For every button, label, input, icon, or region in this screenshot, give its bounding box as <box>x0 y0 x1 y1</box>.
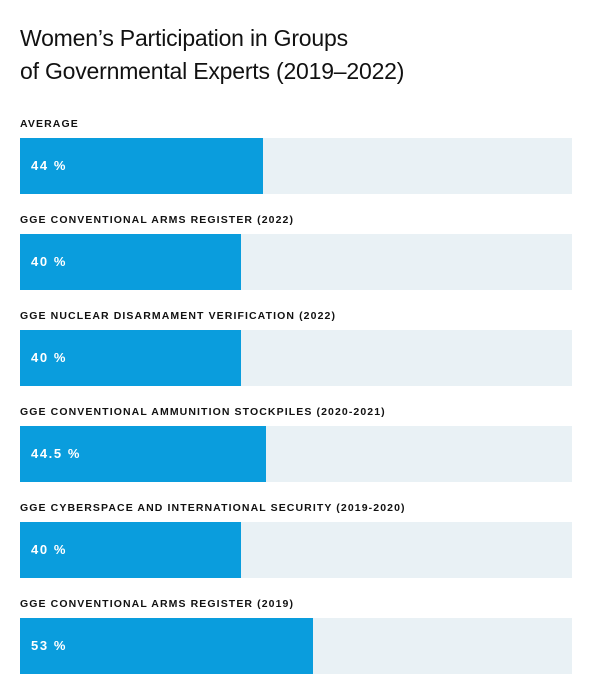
value-label: 40 % <box>31 542 68 557</box>
chart-title-line-2: of Governmental Experts (2019–2022) <box>20 58 405 84</box>
bar-track: 44.5 % <box>20 426 572 482</box>
bar: 44 % <box>20 138 263 194</box>
bar-track: 40 % <box>20 522 572 578</box>
value-label: 44.5 % <box>31 446 82 461</box>
value-label: 44 % <box>31 158 68 173</box>
category-label: GGE NUCLEAR DISARMAMENT VERIFICATION (20… <box>20 310 337 322</box>
bar-row: AVERAGE 44 % <box>20 114 572 210</box>
bar-row: GGE CONVENTIONAL ARMS REGISTER (2019) 53 … <box>20 594 572 690</box>
bar-row: GGE CONVENTIONAL ARMS REGISTER (2022) 40 … <box>20 210 572 306</box>
bar-row: GGE NUCLEAR DISARMAMENT VERIFICATION (20… <box>20 306 572 402</box>
chart-title-line-1: Women’s Participation in Groups <box>20 25 348 51</box>
bar-chart: AVERAGE 44 % GGE CONVENTIONAL ARMS REGISTE… <box>20 114 572 690</box>
bar: 44.5 % <box>20 426 266 482</box>
bar: 40 % <box>20 522 241 578</box>
category-label: GGE CONVENTIONAL ARMS REGISTER (2022) <box>20 214 295 226</box>
category-label: GGE CONVENTIONAL AMMUNITION STOCKPILES (… <box>20 406 386 418</box>
chart-title: Women’s Participation in Groups of Gover… <box>20 22 560 88</box>
bar-track: 44 % <box>20 138 572 194</box>
value-label: 40 % <box>31 350 68 365</box>
category-label: AVERAGE <box>20 118 79 130</box>
bar: 40 % <box>20 330 241 386</box>
bar-track: 53 % <box>20 618 572 674</box>
category-label: GGE CONVENTIONAL ARMS REGISTER (2019) <box>20 598 295 610</box>
bar: 40 % <box>20 234 241 290</box>
category-label: GGE CYBERSPACE AND INTERNATIONAL SECURIT… <box>20 502 406 514</box>
bar-row: GGE CONVENTIONAL AMMUNITION STOCKPILES (… <box>20 402 572 498</box>
bar: 53 % <box>20 618 313 674</box>
bar-track: 40 % <box>20 330 572 386</box>
value-label: 40 % <box>31 254 68 269</box>
bar-track: 40 % <box>20 234 572 290</box>
value-label: 53 % <box>31 638 68 653</box>
bar-row: GGE CYBERSPACE AND INTERNATIONAL SECURIT… <box>20 498 572 594</box>
